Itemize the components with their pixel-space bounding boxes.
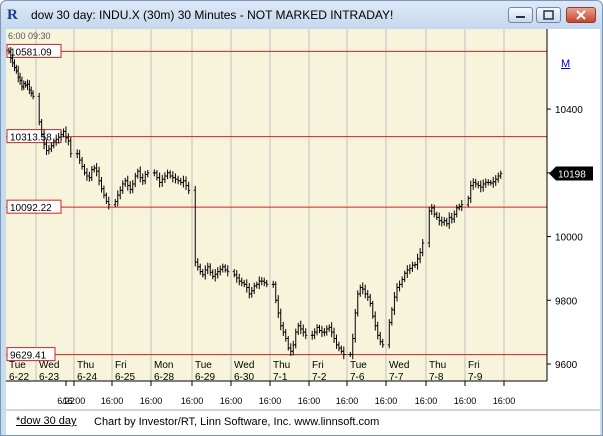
level-label-box <box>6 347 56 362</box>
time-tick-label: 16:00 <box>140 396 163 406</box>
last-price-label: 10198 <box>558 169 586 180</box>
day-date-label: 6-22 <box>9 372 29 383</box>
chart-tab[interactable]: *dow 30 day <box>16 415 77 427</box>
time-tick-label: 16:00 <box>415 396 438 406</box>
level-label: 10581.09 <box>10 47 52 58</box>
day-name-label: Wed <box>389 360 409 371</box>
credits-text: Chart by Investor/RT, Linn Software, Inc… <box>94 416 380 428</box>
investor-rt-icon[interactable]: R <box>7 7 18 23</box>
plot-background <box>6 29 547 381</box>
day-name-label: Fri <box>312 360 324 371</box>
level-label: 10313.58 <box>10 133 52 144</box>
window-title: dow 30 day: INDU.X (30m) 30 Minutes - NO… <box>31 8 394 22</box>
day-date-label: 6-24 <box>77 372 97 383</box>
time-tick-label: 16:00 <box>63 396 86 406</box>
day-name-label: Mon <box>154 360 173 371</box>
time-tick-label: 16:00 <box>375 396 398 406</box>
level-lines: 10581.09 10313.58 10092.22 9629.41 <box>6 43 547 362</box>
day-date-label: 6-23 <box>39 372 59 383</box>
day-name-label: Fri <box>115 360 127 371</box>
price-tick-label: 9600 <box>555 360 578 371</box>
day-grid <box>35 29 505 381</box>
price-tick-label: 9800 <box>555 296 578 307</box>
time-tick-label: 16:00 <box>101 396 124 406</box>
day-date-label: 6-28 <box>154 372 174 383</box>
day-name-label: Fri <box>468 360 480 371</box>
day-date-label: 7-7 <box>389 372 404 383</box>
time-tick-label: 16:00 <box>493 396 516 406</box>
status-bar: *dow 30 day Chart by Investor/RT, Linn S… <box>6 410 600 435</box>
day-date-label: 6-25 <box>115 372 135 383</box>
day-name-label: Wed <box>234 360 254 371</box>
day-name-label: Thu <box>429 360 446 371</box>
level-label-box <box>6 199 62 214</box>
minimize-icon <box>516 16 525 18</box>
session-time-label: 6:00 09:30 <box>8 31 51 41</box>
day-name-label: Tue <box>9 360 26 371</box>
level-label: 9629.41 <box>10 351 47 362</box>
time-tick-label: 16:00 <box>220 396 243 406</box>
day-date-label: 7-8 <box>429 372 444 383</box>
time-axis[interactable]: Tue6-226/22Wed6-2316:00Thu6-2416:00Fri6-… <box>6 360 547 406</box>
time-tick-label: 16:00 <box>181 396 204 406</box>
maximize-button[interactable] <box>536 7 561 23</box>
day-date-label: 7-6 <box>350 372 365 383</box>
title-bar[interactable]: R dow 30 day: INDU.X (30m) 30 Minutes - … <box>1 1 602 29</box>
minimize-button[interactable] <box>508 7 533 23</box>
maximize-icon <box>543 10 554 20</box>
day-name-label: Thu <box>273 360 290 371</box>
time-tick-label: 16:00 <box>259 396 282 406</box>
day-date-label: 6-30 <box>234 372 254 383</box>
price-tick-label: 10400 <box>555 105 583 116</box>
day-name-label: Tue <box>195 360 212 371</box>
time-tick-label: 16:00 <box>336 396 359 406</box>
level-label: 10092.22 <box>10 203 52 214</box>
day-name-label: Thu <box>77 360 94 371</box>
day-name-label: Wed <box>39 360 59 371</box>
level-label-box <box>6 43 62 58</box>
close-icon <box>576 10 586 20</box>
price-tick-label: 10000 <box>555 233 583 244</box>
price-bars <box>7 46 503 360</box>
time-tick-label: 16:00 <box>454 396 477 406</box>
price-axis[interactable]: 1040010200100009800960010198 <box>546 29 593 381</box>
last-price-marker <box>549 166 593 181</box>
time-tick-label: 6/22 <box>57 396 75 406</box>
day-date-label: 7-1 <box>273 372 288 383</box>
time-tick-label: 16:00 <box>298 396 321 406</box>
close-button[interactable] <box>566 7 596 23</box>
m-link[interactable]: M <box>561 58 571 70</box>
day-date-label: 6-29 <box>195 372 215 383</box>
day-name-label: Tue <box>350 360 367 371</box>
day-date-label: 7-2 <box>312 372 327 383</box>
day-date-label: 7-9 <box>468 372 483 383</box>
